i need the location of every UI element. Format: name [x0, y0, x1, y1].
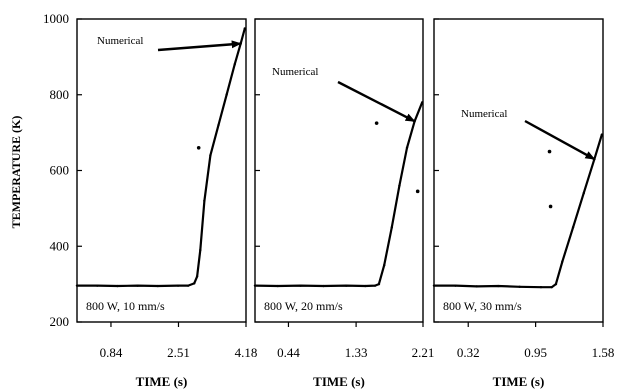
data-point — [199, 248, 202, 252]
data-point — [377, 282, 381, 286]
outlier-point — [374, 121, 379, 125]
x-axis-title: TIME (s) — [493, 374, 545, 389]
data-point — [186, 284, 190, 287]
y-tick-label: 800 — [50, 87, 70, 102]
data-point — [405, 146, 409, 149]
x-axis-title: TIME (s) — [136, 374, 188, 389]
data-point — [475, 285, 478, 288]
panels: 200 400 600 800 1000 0.84 2.51 4.18 TIME (s) 800 … — [43, 11, 614, 389]
y-axis-title: TEMPERATURE (K) — [9, 116, 23, 229]
outlier-point — [548, 204, 553, 209]
series-line — [434, 134, 603, 289]
y-tick-label: 200 — [50, 314, 70, 329]
x-tick-label: 2.51 — [167, 345, 190, 360]
x-tick-label: 0.32 — [457, 345, 480, 360]
panel-2: 0.44 1.33 2.21 TIME (s) 800 W, 20 mm/s Numeri… — [253, 18, 435, 389]
series-line — [77, 28, 246, 288]
annotation-arrow — [157, 40, 242, 52]
data-point — [195, 275, 199, 278]
y-tick-label: 400 — [50, 238, 70, 253]
data-point — [539, 285, 543, 289]
condition-label: 800 W, 10 mm/s — [86, 299, 165, 313]
data-point — [561, 260, 564, 263]
x-tick-label: 1.33 — [345, 345, 368, 360]
outlier-point — [547, 149, 552, 154]
x-tick-label: 4.18 — [235, 345, 258, 360]
x-tick-label: 2.21 — [412, 345, 435, 360]
annotation-arrow — [524, 119, 596, 161]
panel-3: 0.32 0.95 1.58 TIME (s) 800 W, 30 mm/s Numeri… — [432, 18, 615, 389]
outlier-point — [415, 189, 420, 194]
x-tick-label: 0.95 — [524, 345, 547, 360]
x-axis-title: TIME (s) — [313, 374, 365, 389]
data-point — [156, 284, 160, 288]
data-point — [116, 284, 119, 288]
data-point — [398, 184, 401, 187]
x-tick-label: 0.44 — [277, 345, 300, 360]
plot-frame — [254, 18, 424, 323]
data-point — [193, 282, 196, 285]
data-point — [373, 284, 377, 287]
plot-frame — [433, 18, 604, 323]
condition-box — [261, 294, 411, 314]
data-point — [600, 133, 604, 136]
data-point — [421, 101, 424, 104]
data-point — [209, 154, 212, 157]
data-point — [225, 93, 228, 96]
data-point — [276, 284, 280, 288]
x-tick-label: 1.58 — [592, 345, 615, 360]
data-point — [217, 123, 220, 127]
data-point — [233, 63, 236, 66]
annotation-label: Numerical — [97, 35, 143, 47]
condition-box — [440, 294, 590, 314]
data-point — [454, 284, 457, 287]
condition-label: 800 W, 20 mm/s — [264, 299, 343, 313]
data-point — [253, 284, 257, 287]
data-point — [364, 284, 367, 288]
x-tick-label: 0.84 — [100, 345, 123, 360]
data-point — [432, 284, 436, 287]
data-point — [243, 27, 246, 30]
data-point — [75, 284, 79, 287]
y-tick-label: 600 — [50, 163, 70, 178]
annotation-label: Numerical — [461, 108, 507, 120]
annotation-label: Numerical — [272, 66, 318, 78]
series-line — [254, 101, 424, 288]
data-point — [390, 226, 394, 229]
data-point — [322, 284, 325, 288]
data-point — [518, 285, 521, 288]
data-point — [571, 226, 575, 229]
data-point — [203, 199, 206, 202]
data-point — [550, 285, 553, 289]
annotation-arrow — [337, 80, 416, 123]
data-point — [496, 284, 500, 288]
data-point — [345, 284, 348, 287]
data-point — [136, 284, 139, 287]
outlier-point — [196, 145, 201, 150]
data-point — [554, 282, 558, 286]
data-point — [96, 284, 99, 287]
y-tick-label: 1000 — [43, 11, 69, 26]
condition-label: 800 W, 30 mm/s — [443, 299, 522, 313]
condition-box — [83, 294, 233, 314]
data-point — [383, 263, 386, 267]
data-point — [299, 284, 302, 287]
panel-1: 200 400 600 800 1000 0.84 2.51 4.18 TIME (s) 800 … — [43, 11, 257, 389]
data-point — [176, 284, 180, 287]
data-point — [582, 192, 585, 195]
plot-frame — [76, 18, 247, 323]
